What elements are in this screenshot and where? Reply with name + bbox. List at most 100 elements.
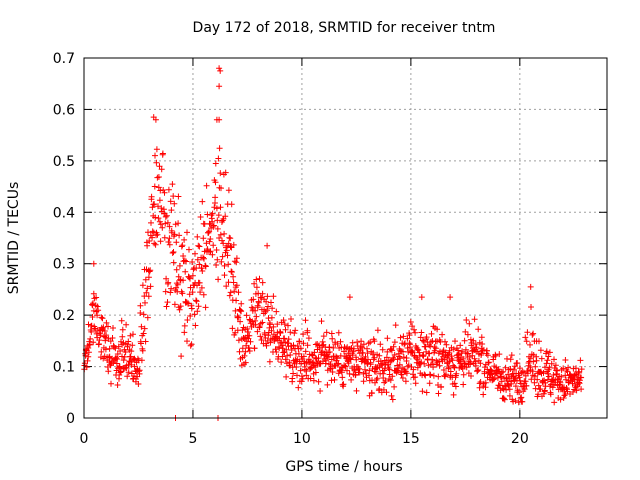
data-point: [233, 255, 240, 262]
data-point: [162, 220, 169, 227]
data-point: [443, 371, 449, 378]
data-point: [214, 256, 221, 263]
data-point: [135, 381, 142, 387]
data-point: [342, 363, 349, 370]
data-point: [412, 329, 419, 336]
data-point: [284, 352, 291, 359]
data-point: [364, 345, 370, 352]
data-point: [282, 356, 289, 363]
data-point: [146, 268, 153, 275]
data-point: [252, 307, 259, 314]
data-point: [430, 364, 437, 371]
data-point: [143, 289, 150, 296]
y-tick-label: 0.1: [53, 360, 75, 376]
data-point: [507, 366, 514, 372]
data-point: [149, 234, 156, 241]
data-point: [517, 395, 524, 402]
data-point: [477, 360, 484, 367]
data-point: [103, 332, 110, 339]
data-point: [259, 279, 266, 286]
data-point: [328, 356, 335, 363]
data-point: [176, 306, 183, 313]
data-point: [354, 339, 361, 346]
data-point: [146, 238, 153, 244]
data-point: [295, 384, 302, 391]
data-point: [296, 338, 303, 345]
data-point: [151, 201, 158, 208]
data-point: [152, 214, 159, 221]
data-point: [258, 337, 265, 343]
data-point: [114, 356, 121, 362]
data-point: [144, 285, 151, 292]
data-point: [254, 328, 261, 335]
data-point: [341, 362, 348, 369]
data-point: [138, 340, 144, 347]
data-point: [239, 327, 246, 334]
data-point: [206, 228, 213, 235]
data-point: [228, 201, 235, 208]
data-point: [142, 276, 149, 283]
data-point: [392, 322, 399, 329]
data-point: [151, 183, 158, 190]
data-point: [514, 360, 521, 366]
data-point: [270, 323, 277, 330]
data-point: [252, 321, 259, 328]
data-point: [297, 345, 304, 352]
data-point: [170, 193, 177, 200]
data-point: [99, 315, 106, 322]
data-point: [117, 348, 124, 354]
data-point: [165, 239, 172, 245]
data-point: [337, 338, 344, 345]
data-point: [273, 308, 280, 315]
data-point: [200, 235, 207, 242]
data-point: [480, 346, 487, 353]
data-point: [116, 363, 123, 370]
data-point: [457, 342, 464, 349]
data-point: [217, 67, 224, 74]
data-point: [447, 294, 454, 301]
data-point: [388, 392, 395, 399]
data-point: [403, 370, 410, 377]
data-point: [453, 370, 460, 377]
data-point: [203, 182, 210, 189]
data-point: [181, 329, 188, 336]
data-point: [122, 349, 129, 355]
data-point: [269, 305, 276, 312]
data-point: [221, 272, 228, 279]
data-point: [124, 373, 131, 380]
data-point: [319, 348, 326, 355]
data-point: [209, 210, 216, 217]
data-point: [397, 347, 404, 354]
data-point: [360, 378, 367, 385]
data-point: [505, 381, 512, 388]
y-axis-label: SRMTID / TECUs: [6, 182, 22, 295]
data-point: [195, 303, 202, 310]
data-point: [253, 284, 260, 291]
data-point: [462, 328, 469, 335]
data-point: [247, 338, 254, 345]
data-point: [209, 251, 216, 258]
data-point: [212, 179, 219, 186]
data-point: [450, 391, 457, 398]
data-point: [527, 341, 533, 348]
data-point: [371, 354, 378, 361]
data-point: [229, 325, 236, 332]
data-point: [216, 235, 223, 241]
data-point: [159, 224, 166, 231]
data-point: [400, 354, 407, 361]
data-point: [199, 198, 206, 205]
data-point: [222, 169, 229, 176]
data-point: [370, 350, 377, 356]
data-point: [197, 289, 204, 296]
data-point: [121, 353, 128, 360]
data-point: [192, 322, 199, 329]
data-point: [347, 356, 354, 363]
data-points: [81, 65, 585, 421]
data-point: [329, 335, 336, 342]
data-point: [163, 212, 170, 219]
data-point: [398, 371, 405, 378]
data-point: [558, 373, 565, 380]
data-point: [328, 330, 335, 337]
data-point: [125, 338, 132, 345]
data-point: [397, 334, 404, 341]
